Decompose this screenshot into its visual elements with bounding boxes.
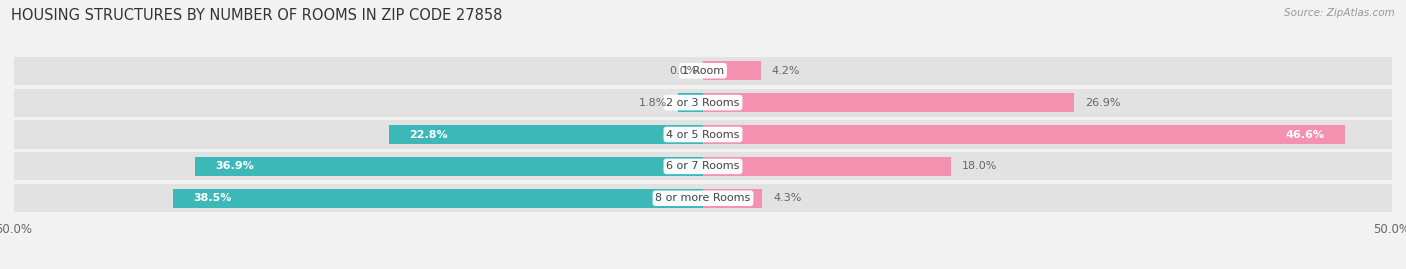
Bar (14, 57, 703, 85)
Text: 1.8%: 1.8% (638, 98, 668, 108)
Text: 38.5%: 38.5% (193, 193, 232, 203)
Text: 6 or 7 Rooms: 6 or 7 Rooms (666, 161, 740, 171)
Bar (173, 189, 703, 207)
Text: Source: ZipAtlas.com: Source: ZipAtlas.com (1284, 8, 1395, 18)
Bar (14, 184, 703, 212)
Bar (678, 93, 703, 112)
Text: 18.0%: 18.0% (962, 161, 997, 171)
Text: 4 or 5 Rooms: 4 or 5 Rooms (666, 129, 740, 140)
Bar (703, 62, 761, 80)
Bar (703, 125, 1346, 144)
Bar (703, 121, 1392, 148)
Text: 36.9%: 36.9% (215, 161, 254, 171)
Text: 22.8%: 22.8% (409, 129, 449, 140)
Text: 4.3%: 4.3% (773, 193, 801, 203)
Bar (703, 157, 950, 176)
Bar (703, 57, 1392, 85)
Text: 8 or more Rooms: 8 or more Rooms (655, 193, 751, 203)
Text: 0.0%: 0.0% (669, 66, 697, 76)
Text: 46.6%: 46.6% (1285, 129, 1324, 140)
Bar (194, 157, 703, 176)
Bar (703, 189, 762, 207)
Bar (14, 121, 703, 148)
Text: 26.9%: 26.9% (1084, 98, 1121, 108)
Bar (14, 152, 703, 180)
Bar (703, 93, 1074, 112)
Bar (389, 125, 703, 144)
Bar (703, 89, 1392, 117)
Bar (703, 152, 1392, 180)
Bar (14, 89, 703, 117)
Text: 4.2%: 4.2% (772, 66, 800, 76)
Text: 1 Room: 1 Room (682, 66, 724, 76)
Text: 2 or 3 Rooms: 2 or 3 Rooms (666, 98, 740, 108)
Bar (703, 184, 1392, 212)
Text: HOUSING STRUCTURES BY NUMBER OF ROOMS IN ZIP CODE 27858: HOUSING STRUCTURES BY NUMBER OF ROOMS IN… (11, 8, 502, 23)
